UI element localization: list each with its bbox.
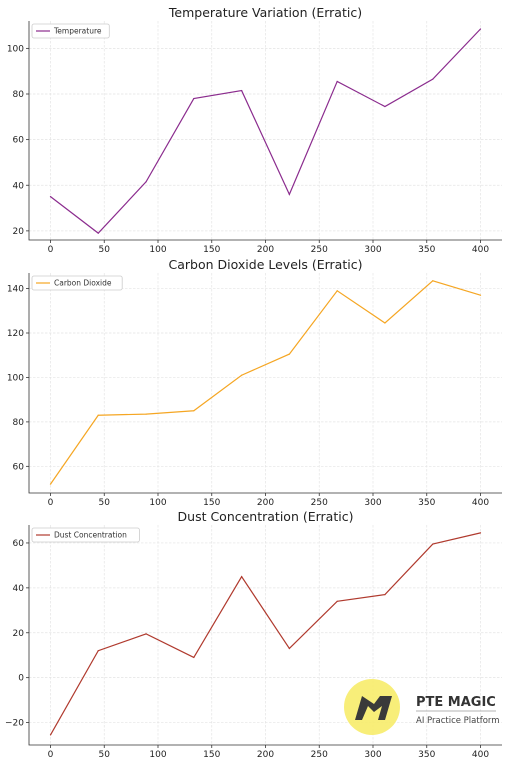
- x-tick-label: 150: [203, 498, 220, 508]
- data-point: [479, 294, 482, 296]
- x-tick-label: 400: [472, 498, 489, 508]
- x-tick-label: 50: [99, 245, 111, 255]
- data-point: [97, 232, 99, 234]
- data-point: [432, 543, 434, 545]
- data-point: [288, 193, 290, 195]
- x-tick-label: 0: [48, 245, 54, 255]
- data-point: [288, 353, 290, 355]
- y-tick-label: 0: [18, 674, 24, 684]
- legend-box: [31, 527, 140, 543]
- y-tick-label: 20: [13, 227, 25, 237]
- x-tick-label: 350: [418, 498, 435, 508]
- chart-panel-2: Carbon Dioxide Levels (Erratic) 0 50 100 150…: [7, 257, 502, 508]
- legend-box: [31, 275, 123, 291]
- x-tick-label: 50: [99, 750, 111, 760]
- watermark-title: PTE MAGIC: [416, 695, 496, 710]
- chart-panel-3: Dust Concentration (Erratic)0 50 100 150 200…: [5, 509, 502, 760]
- y-tick-label: 80: [13, 418, 25, 428]
- data-point: [97, 650, 99, 652]
- data-point: [241, 576, 243, 578]
- y-tick-label: 140: [7, 285, 24, 295]
- legend-label: Dust Concentration: [54, 531, 127, 540]
- chart-title: Temperature Variation (Erratic): [168, 5, 362, 20]
- x-tick-label: 0: [48, 750, 54, 760]
- data-point: [49, 483, 52, 485]
- data-point: [193, 97, 195, 100]
- data-point: [384, 322, 386, 324]
- x-tick-label: 100: [149, 245, 166, 255]
- data-point: [432, 280, 434, 282]
- series-line-carbon-dioxide: [50, 280, 481, 485]
- series-line-temperature: [50, 28, 481, 234]
- data-point: [49, 196, 52, 198]
- legend-box: [31, 23, 110, 39]
- chart-title: Dust Concentration (Erratic): [178, 509, 354, 524]
- y-tick-label: 40: [13, 181, 25, 191]
- watermark-logo-mark-icon: [355, 696, 392, 720]
- x-tick-label: 100: [149, 750, 166, 760]
- x-tick-label: 400: [472, 750, 489, 760]
- x-tick-label: 300: [364, 498, 381, 508]
- x-tick-label: 350: [418, 750, 435, 760]
- legend: Dust Concentration: [31, 527, 140, 543]
- legend: Temperature: [31, 23, 110, 39]
- x-tick-label: 300: [364, 245, 381, 255]
- data-point: [384, 105, 386, 108]
- legend-label: Temperature: [53, 27, 102, 36]
- data-point: [288, 647, 290, 650]
- x-tick-label: 150: [203, 750, 220, 760]
- x-tick-label: 250: [311, 498, 328, 508]
- x-tick-label: 50: [99, 498, 111, 508]
- x-tick-label: 300: [364, 750, 381, 760]
- y-tick-label: 40: [13, 584, 25, 594]
- x-tick-label: 400: [472, 245, 489, 255]
- x-tick-label: 350: [418, 245, 435, 255]
- y-tick-label: 80: [13, 90, 25, 100]
- legend: Carbon Dioxide: [31, 275, 123, 291]
- y-tick-label: 60: [13, 539, 25, 549]
- data-point: [479, 532, 482, 534]
- x-tick-label: 0: [48, 498, 54, 508]
- data-point: [145, 633, 147, 635]
- x-tick-label: 200: [257, 498, 274, 508]
- y-tick-label: 100: [7, 373, 24, 383]
- watermark-subtitle: AI Practice Platform: [416, 716, 500, 726]
- chart-panel-1: Temperature Variation (Erratic) 0 50 100 150…: [7, 5, 502, 255]
- y-tick-label: 20: [13, 629, 25, 639]
- data-point: [479, 28, 482, 30]
- series-line-dust-concentration: [49, 532, 481, 736]
- data-point: [336, 600, 338, 602]
- data-point: [193, 410, 195, 412]
- data-point: [384, 593, 386, 596]
- data-point: [336, 80, 338, 83]
- x-tick-label: 100: [149, 498, 166, 508]
- data-point: [145, 181, 147, 183]
- legend-label: Carbon Dioxide: [54, 279, 112, 288]
- axis-spines: [28, 525, 502, 746]
- data-point: [241, 89, 243, 92]
- chart-title: Carbon Dioxide Levels (Erratic): [169, 257, 363, 272]
- watermark: PTE MAGIC AI Practice Platform: [344, 679, 500, 735]
- x-tick-label: 200: [257, 245, 274, 255]
- data-point: [49, 734, 52, 736]
- y-tick-label: 120: [7, 329, 24, 339]
- data-point: [97, 414, 99, 416]
- data-point: [193, 656, 195, 659]
- y-tick-label: −20: [5, 719, 24, 729]
- x-tick-label: 200: [257, 750, 274, 760]
- x-tick-label: 150: [203, 245, 220, 255]
- axis-spines: [28, 273, 502, 494]
- data-point: [241, 374, 243, 376]
- y-tick-label: 100: [7, 44, 24, 54]
- data-point: [145, 413, 147, 415]
- y-tick-label: 60: [13, 136, 25, 146]
- x-tick-label: 250: [311, 750, 328, 760]
- x-tick-label: 250: [311, 245, 328, 255]
- y-tick-label: 60: [13, 462, 25, 472]
- data-point: [336, 290, 338, 292]
- data-point: [432, 78, 434, 80]
